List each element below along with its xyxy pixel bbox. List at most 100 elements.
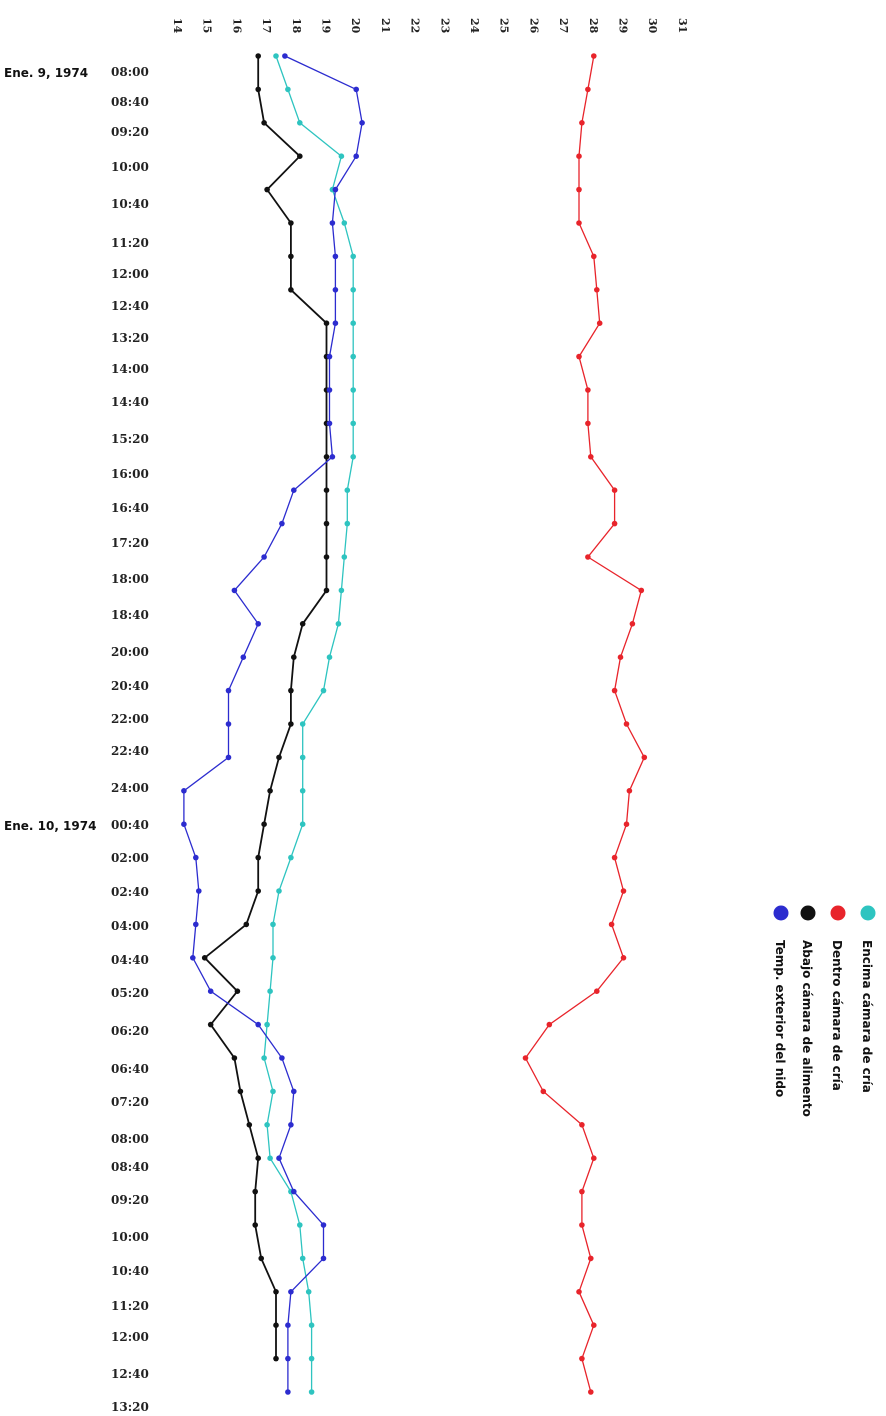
data-point-inside-brood xyxy=(576,1289,582,1295)
time-label: 09:20 xyxy=(111,125,149,139)
data-point-top-brood xyxy=(299,721,306,727)
data-point-inside-brood xyxy=(579,1355,585,1362)
data-point-inside-brood xyxy=(585,554,591,560)
time-label: 04:40 xyxy=(111,953,149,967)
data-point-below-food xyxy=(246,1122,253,1128)
data-point-outside-nest xyxy=(285,1355,291,1362)
data-point-below-food xyxy=(291,654,297,660)
data-point-top-brood xyxy=(270,955,276,961)
legend-label: Temp. exterior del nido xyxy=(773,940,787,1097)
data-point-below-food xyxy=(323,487,330,494)
data-point-inside-brood xyxy=(620,955,627,961)
data-point-outside-nest xyxy=(282,53,288,59)
data-point-below-food xyxy=(288,721,294,727)
time-label: 13:20 xyxy=(111,1400,149,1414)
data-point-inside-brood xyxy=(588,1389,594,1395)
data-point-outside-nest xyxy=(231,587,238,594)
data-point-inside-brood xyxy=(641,754,648,761)
data-point-below-food xyxy=(255,888,261,894)
data-point-inside-brood xyxy=(588,454,594,460)
data-point-outside-nest xyxy=(255,1021,261,1028)
data-point-top-brood xyxy=(299,821,306,827)
data-point-top-brood xyxy=(308,1322,315,1328)
data-point-outside-nest xyxy=(320,1222,327,1228)
time-label: 14:00 xyxy=(111,362,149,376)
data-point-top-brood xyxy=(299,1255,306,1262)
data-point-top-brood xyxy=(335,621,342,627)
x-axis-ticks: 14 15 16 17 18 19 20 21 22 23 24 25 26 27 28 29 30 31 xyxy=(171,18,689,34)
data-point-below-food xyxy=(207,1021,214,1028)
data-point-top-brood xyxy=(350,420,357,427)
time-label: 12:40 xyxy=(111,1367,149,1381)
data-point-top-brood xyxy=(276,888,282,894)
data-point-below-food xyxy=(273,1289,279,1295)
legend-marker xyxy=(830,905,846,921)
time-label: 16:40 xyxy=(111,501,149,515)
x-tick-label: 23 xyxy=(438,18,451,33)
data-point-below-food xyxy=(273,1322,279,1328)
data-point-below-food xyxy=(273,1355,279,1362)
time-label: 10:40 xyxy=(111,197,149,211)
x-tick-label: 20 xyxy=(349,18,362,34)
data-point-top-brood xyxy=(308,1355,315,1362)
data-point-outside-nest xyxy=(285,1389,291,1395)
x-tick-label: 31 xyxy=(676,18,689,33)
data-point-outside-nest xyxy=(332,253,339,260)
time-labels: 08:00 08:40 09:20 10:00 10:40 11:20 12:00 12:40… xyxy=(111,65,149,1414)
time-label: 18:00 xyxy=(111,572,149,586)
data-point-top-brood xyxy=(297,1222,303,1228)
data-point-below-food xyxy=(201,955,208,961)
data-point-outside-nest xyxy=(225,687,232,694)
data-point-outside-nest xyxy=(359,120,365,126)
time-label: 12:00 xyxy=(111,267,149,281)
data-point-inside-brood xyxy=(620,888,627,894)
data-point-below-food xyxy=(288,253,294,260)
data-point-below-food xyxy=(323,587,330,594)
time-label: 16:00 xyxy=(111,467,149,481)
data-point-below-food xyxy=(255,854,261,861)
data-point-outside-nest xyxy=(291,1088,297,1095)
series-inside-brood xyxy=(522,53,648,1395)
data-point-inside-brood xyxy=(576,186,582,193)
x-tick-label: 14 xyxy=(171,18,184,34)
x-tick-label: 22 xyxy=(409,18,422,33)
data-point-top-brood xyxy=(273,53,279,59)
x-tick-label: 19 xyxy=(320,18,333,33)
data-point-outside-nest xyxy=(329,220,336,226)
time-label: 05:20 xyxy=(111,986,149,1000)
series-line-top-brood xyxy=(263,55,354,1392)
data-point-outside-nest xyxy=(288,1122,294,1128)
time-label: 15:20 xyxy=(111,432,149,446)
series-group xyxy=(181,53,648,1395)
data-point-below-food xyxy=(258,1255,265,1262)
data-point-top-brood xyxy=(264,1122,270,1128)
data-point-top-brood xyxy=(297,120,303,126)
legend: Encima cámara de cría Dentro cámara de cr… xyxy=(773,905,876,1117)
data-point-outside-nest xyxy=(196,888,202,894)
data-point-top-brood xyxy=(338,587,345,594)
series-top-brood xyxy=(261,53,357,1395)
time-label: 10:40 xyxy=(111,1264,149,1278)
data-point-outside-nest xyxy=(353,153,360,159)
x-tick-label: 29 xyxy=(617,18,630,33)
data-point-below-food xyxy=(261,120,267,126)
data-point-below-food xyxy=(288,687,294,694)
data-point-inside-brood xyxy=(623,821,630,827)
data-point-top-brood xyxy=(270,1088,276,1095)
data-point-below-food xyxy=(276,754,282,761)
data-point-outside-nest xyxy=(225,754,232,761)
date-label: Ene. 9, 1974 xyxy=(4,66,88,80)
data-point-top-brood xyxy=(341,220,348,226)
time-label: 08:00 xyxy=(111,65,149,79)
x-tick-label: 27 xyxy=(557,18,570,33)
series-below-food xyxy=(201,53,330,1362)
time-label: 12:00 xyxy=(111,1330,149,1344)
series-line-below-food xyxy=(203,56,328,1359)
data-point-below-food xyxy=(288,220,294,226)
time-label: 00:40 xyxy=(111,818,149,832)
data-point-top-brood xyxy=(350,320,357,327)
x-tick-label: 18 xyxy=(290,18,303,34)
date-labels: Ene. 9, 1974 Ene. 10, 1974 xyxy=(4,66,96,833)
x-tick-label: 30 xyxy=(646,18,659,34)
data-point-below-food xyxy=(234,988,241,994)
